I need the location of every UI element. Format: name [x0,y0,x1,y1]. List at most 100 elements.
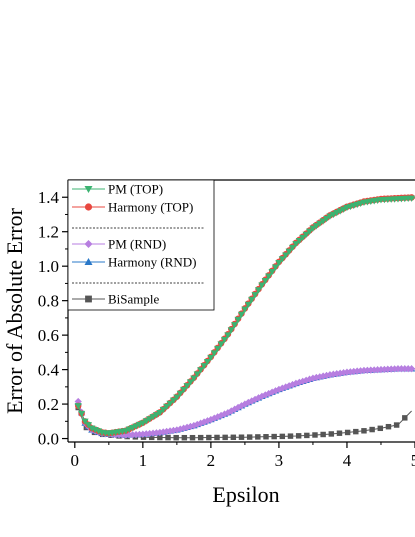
data-point [206,434,212,441]
x-tick-label: 0 [71,451,80,470]
data-point [385,423,392,430]
y-tick-label: 1.0 [38,257,59,276]
data-point [203,358,212,366]
series-pm-top [74,195,415,437]
data-point [271,264,280,271]
data-point [258,282,266,289]
data-point [361,428,367,434]
x-tick-label: 5 [411,451,415,470]
data-point [268,269,276,276]
data-point [346,368,354,376]
data-point [320,431,326,438]
data-point [183,423,191,431]
data-point [186,379,195,386]
legend: PM (TOP) Harmony (TOP) PM (RND) Harmony (RN… [67,179,215,311]
data-point [251,292,259,299]
y-tick-label: 1.2 [38,223,59,242]
y-tick-label: 0.8 [38,292,59,311]
data-point [169,426,178,435]
data-point [183,383,191,390]
data-point [275,260,283,267]
data-point [336,430,343,436]
data-point [271,433,277,440]
data-point [377,425,384,432]
data-point [203,417,212,425]
data-point [180,424,188,432]
data-point [312,223,320,230]
data-point [282,252,290,259]
y-tick-label: 0.2 [38,395,59,414]
data-point [407,365,415,373]
data-point [159,406,167,414]
data-point [265,389,273,398]
data-point [309,225,317,232]
data-point [74,397,82,406]
data-point [152,412,161,419]
data-point [292,379,300,387]
data-point [322,215,331,223]
legend-label: BiSample [108,292,160,307]
legend-box [67,179,215,311]
data-point [356,367,365,375]
data-point [173,434,179,441]
data-point [263,434,269,440]
data-point [244,301,252,309]
data-point [369,426,375,433]
data-point [234,316,242,324]
data-point [84,203,93,211]
data-point [285,382,293,390]
data-point [176,390,184,397]
series-layer [74,194,415,441]
data-point [214,434,220,441]
data-point [74,403,82,410]
data-point [148,434,155,441]
data-point [84,258,93,265]
data-point [163,403,171,411]
data-point [258,392,266,400]
series-pm-rnd [74,365,415,439]
legend-label: PM (TOP) [108,182,163,197]
data-point [319,372,327,380]
y-ticks: 0.0 0.2 0.4 0.6 0.8 1.0 1.2 1.4 [38,188,68,449]
data-point [316,373,324,381]
data-point [217,341,225,348]
data-point [227,327,235,334]
data-point [220,410,229,418]
y-tick-label: 0.0 [38,430,59,449]
y-tick-label: 0.6 [38,326,59,345]
data-point [278,256,286,263]
data-point [193,420,201,429]
data-point [197,434,204,441]
data-point [78,410,86,418]
data-point [254,287,263,294]
data-point [181,434,188,441]
data-point [197,419,205,427]
data-point [193,371,201,378]
data-point [157,434,163,441]
data-point [180,386,188,394]
data-point [231,322,239,329]
data-point [189,434,196,441]
y-tick-label: 1.4 [38,188,60,207]
data-point [237,402,246,410]
data-point [295,433,302,439]
data-point [353,367,361,375]
data-point [146,416,154,423]
x-tick-label: 4 [343,451,352,470]
data-point [84,186,93,193]
data-point [156,409,164,417]
data-point [268,388,276,396]
data-point [299,234,307,242]
data-point [149,414,157,421]
data-point [319,218,327,225]
data-point [402,415,408,421]
data-point [210,350,218,357]
data-point [295,237,303,245]
data-point [197,367,205,374]
data-point [139,420,147,427]
data-point [190,375,198,382]
data-point [207,354,215,362]
data-point [84,240,93,248]
data-point [353,428,359,435]
